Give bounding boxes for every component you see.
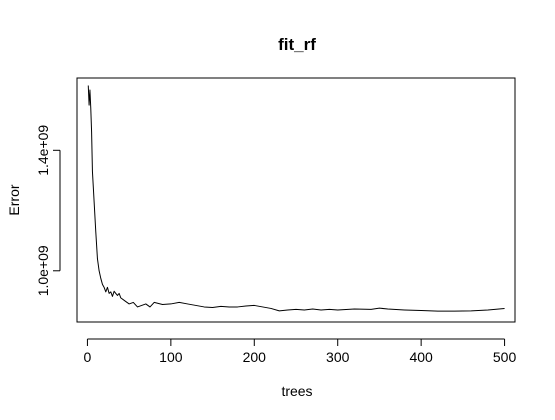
y-tick-label: 1.4e+09 (35, 125, 51, 176)
series-line-0 (87, 85, 505, 312)
chart-title: fit_rf (278, 35, 316, 54)
x-tick-label: 500 (493, 349, 517, 365)
y-axis: 1.0e+09 1.4e+09 (35, 125, 61, 296)
series-layer (87, 85, 505, 312)
x-tick-label: 200 (243, 349, 267, 365)
y-axis-label: Error (6, 184, 22, 215)
x-tick-label: 400 (409, 349, 433, 365)
x-axis: 0 100 200 300 400 500 (84, 338, 517, 365)
x-axis-label: trees (281, 383, 312, 399)
x-tick-label: 0 (84, 349, 92, 365)
x-tick-label: 300 (326, 349, 350, 365)
x-tick-label: 100 (159, 349, 183, 365)
plot-frame (76, 77, 516, 323)
y-tick-label: 1.0e+09 (35, 245, 51, 296)
